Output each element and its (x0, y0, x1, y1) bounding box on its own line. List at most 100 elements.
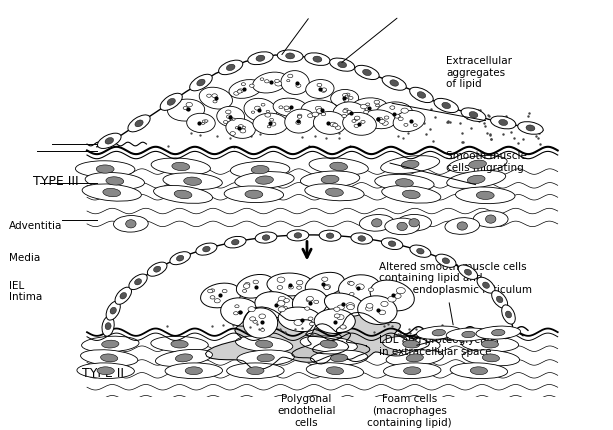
Ellipse shape (156, 350, 213, 366)
Ellipse shape (256, 56, 265, 62)
Ellipse shape (305, 273, 345, 297)
Ellipse shape (370, 280, 414, 311)
Ellipse shape (165, 363, 223, 379)
Ellipse shape (499, 120, 508, 126)
Ellipse shape (366, 104, 370, 107)
Ellipse shape (417, 92, 425, 99)
Ellipse shape (354, 119, 358, 121)
Ellipse shape (388, 297, 396, 302)
Ellipse shape (197, 80, 205, 87)
Ellipse shape (259, 314, 265, 319)
Ellipse shape (171, 341, 188, 348)
Ellipse shape (305, 54, 330, 66)
Ellipse shape (447, 171, 506, 189)
Ellipse shape (102, 341, 119, 348)
Ellipse shape (384, 363, 441, 379)
Polygon shape (292, 324, 370, 364)
Ellipse shape (278, 307, 286, 312)
Ellipse shape (300, 336, 357, 353)
Ellipse shape (163, 173, 223, 190)
Ellipse shape (267, 126, 271, 129)
Ellipse shape (255, 292, 295, 318)
Ellipse shape (492, 330, 505, 336)
Ellipse shape (200, 283, 241, 308)
Ellipse shape (210, 296, 215, 299)
Ellipse shape (235, 336, 293, 353)
Ellipse shape (278, 297, 286, 302)
Ellipse shape (273, 99, 307, 117)
Ellipse shape (398, 118, 403, 121)
Ellipse shape (432, 330, 446, 336)
Ellipse shape (77, 363, 134, 379)
Ellipse shape (243, 284, 250, 289)
Ellipse shape (245, 191, 263, 199)
Ellipse shape (97, 134, 121, 149)
Text: Adventitia: Adventitia (9, 221, 63, 231)
Text: Smooth muscle
cells migrating: Smooth muscle cells migrating (446, 151, 527, 172)
Ellipse shape (321, 114, 326, 117)
Ellipse shape (224, 187, 284, 203)
Ellipse shape (284, 299, 289, 303)
Ellipse shape (376, 105, 379, 108)
Text: TYPE II: TYPE II (82, 366, 124, 379)
Ellipse shape (505, 311, 512, 318)
Ellipse shape (402, 190, 420, 199)
Ellipse shape (275, 82, 282, 87)
Ellipse shape (253, 320, 257, 323)
Ellipse shape (208, 289, 213, 293)
Ellipse shape (390, 107, 395, 110)
Ellipse shape (306, 80, 334, 99)
Ellipse shape (300, 172, 360, 188)
Ellipse shape (126, 220, 136, 228)
Ellipse shape (352, 120, 356, 123)
Ellipse shape (185, 367, 202, 375)
Ellipse shape (207, 95, 211, 98)
Ellipse shape (316, 107, 322, 111)
Ellipse shape (222, 290, 227, 293)
Ellipse shape (301, 101, 338, 121)
Ellipse shape (82, 336, 139, 352)
Ellipse shape (224, 237, 246, 249)
Ellipse shape (296, 122, 301, 125)
Ellipse shape (413, 125, 417, 127)
Text: Extracellular
aggregates
of lipid: Extracellular aggregates of lipid (446, 56, 512, 89)
Ellipse shape (390, 80, 398, 87)
Ellipse shape (135, 121, 143, 128)
Ellipse shape (267, 273, 313, 296)
Ellipse shape (85, 173, 145, 190)
Ellipse shape (237, 91, 242, 94)
Ellipse shape (237, 275, 275, 298)
Ellipse shape (251, 112, 254, 114)
Ellipse shape (224, 121, 227, 124)
Ellipse shape (374, 101, 379, 105)
Ellipse shape (343, 110, 347, 113)
Ellipse shape (261, 329, 265, 332)
Ellipse shape (526, 126, 535, 132)
Ellipse shape (476, 326, 520, 339)
Polygon shape (205, 307, 349, 370)
Ellipse shape (256, 176, 273, 185)
Ellipse shape (360, 105, 367, 110)
Ellipse shape (196, 243, 217, 255)
Ellipse shape (482, 283, 489, 289)
Ellipse shape (343, 99, 349, 103)
Ellipse shape (450, 363, 508, 379)
Ellipse shape (482, 354, 500, 362)
Ellipse shape (346, 94, 350, 97)
Ellipse shape (266, 111, 270, 114)
Ellipse shape (217, 107, 245, 127)
Ellipse shape (366, 304, 373, 308)
Ellipse shape (289, 286, 294, 289)
Ellipse shape (153, 186, 213, 204)
Ellipse shape (110, 307, 116, 314)
Ellipse shape (333, 124, 338, 128)
Ellipse shape (324, 293, 365, 316)
Ellipse shape (186, 103, 192, 108)
Ellipse shape (376, 103, 413, 126)
Ellipse shape (279, 107, 283, 109)
Ellipse shape (287, 75, 293, 79)
Ellipse shape (459, 265, 478, 280)
Ellipse shape (349, 282, 354, 286)
Ellipse shape (330, 123, 337, 127)
Ellipse shape (306, 363, 364, 379)
